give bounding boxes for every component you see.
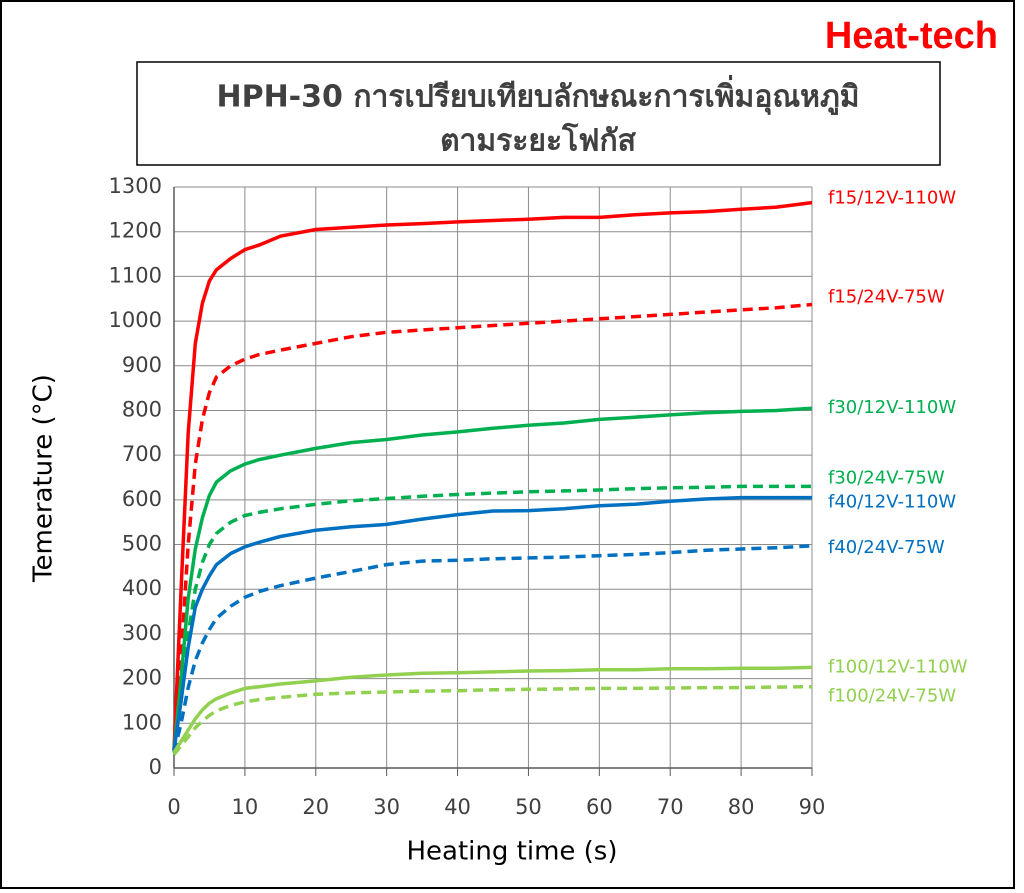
y-tick-label: 600 bbox=[122, 487, 162, 511]
y-tick-label: 400 bbox=[122, 576, 162, 600]
y-tick-label: 900 bbox=[122, 353, 162, 377]
y-tick-label: 300 bbox=[122, 621, 162, 645]
x-tick-label: 50 bbox=[515, 795, 542, 819]
x-tick-label: 70 bbox=[657, 795, 684, 819]
x-tick-label: 20 bbox=[302, 795, 329, 819]
y-tick-label: 0 bbox=[149, 755, 162, 779]
series-label: f30/24V-75W bbox=[828, 467, 945, 488]
series-label: f15/24V-75W bbox=[828, 287, 945, 308]
title-box bbox=[136, 61, 941, 166]
series-line bbox=[172, 406, 813, 751]
series-line bbox=[172, 684, 813, 756]
series-line bbox=[172, 544, 813, 753]
chart-title: ตามระยะโฟกัส bbox=[440, 122, 637, 159]
y-tick-label: 1100 bbox=[109, 263, 162, 287]
y-tick-label: 800 bbox=[122, 397, 162, 421]
x-tick-label: 10 bbox=[232, 795, 259, 819]
y-axis-label: Temerature (°C) bbox=[29, 374, 59, 583]
series-label: f30/12V-110W bbox=[828, 397, 956, 418]
series-line bbox=[172, 484, 812, 753]
x-axis-label: Heating time (s) bbox=[407, 837, 618, 867]
series-line bbox=[172, 665, 813, 754]
x-tick-label: 30 bbox=[373, 795, 400, 819]
y-tick-label: 200 bbox=[122, 666, 162, 690]
x-tick-label: 90 bbox=[799, 795, 826, 819]
y-tick-label: 700 bbox=[122, 442, 162, 466]
x-tick-label: 60 bbox=[586, 795, 613, 819]
y-tick-label: 1300 bbox=[109, 174, 162, 198]
series-line bbox=[172, 200, 813, 751]
series-label: f15/12V-110W bbox=[828, 188, 956, 209]
y-tick-label: 500 bbox=[122, 532, 162, 556]
series-line bbox=[172, 495, 812, 751]
y-tick-label: 100 bbox=[122, 710, 162, 734]
series-line bbox=[172, 302, 813, 751]
x-tick-label: 80 bbox=[728, 795, 755, 819]
chart-title: HPH-30 การเปรียบเทียบลักษณะการเพิ่มอุณหภ… bbox=[216, 75, 859, 116]
x-tick-label: 40 bbox=[444, 795, 471, 819]
series-label: f40/12V-110W bbox=[828, 492, 956, 513]
y-tick-label: 1000 bbox=[109, 308, 162, 332]
x-tick-label: 0 bbox=[167, 795, 180, 819]
series-label: f100/12V-110W bbox=[828, 656, 968, 677]
brand: Heat-tech bbox=[825, 15, 998, 57]
y-tick-label: 1200 bbox=[109, 219, 162, 243]
series-label: f40/24V-75W bbox=[828, 537, 945, 558]
series-label: f100/24V-75W bbox=[828, 686, 956, 707]
